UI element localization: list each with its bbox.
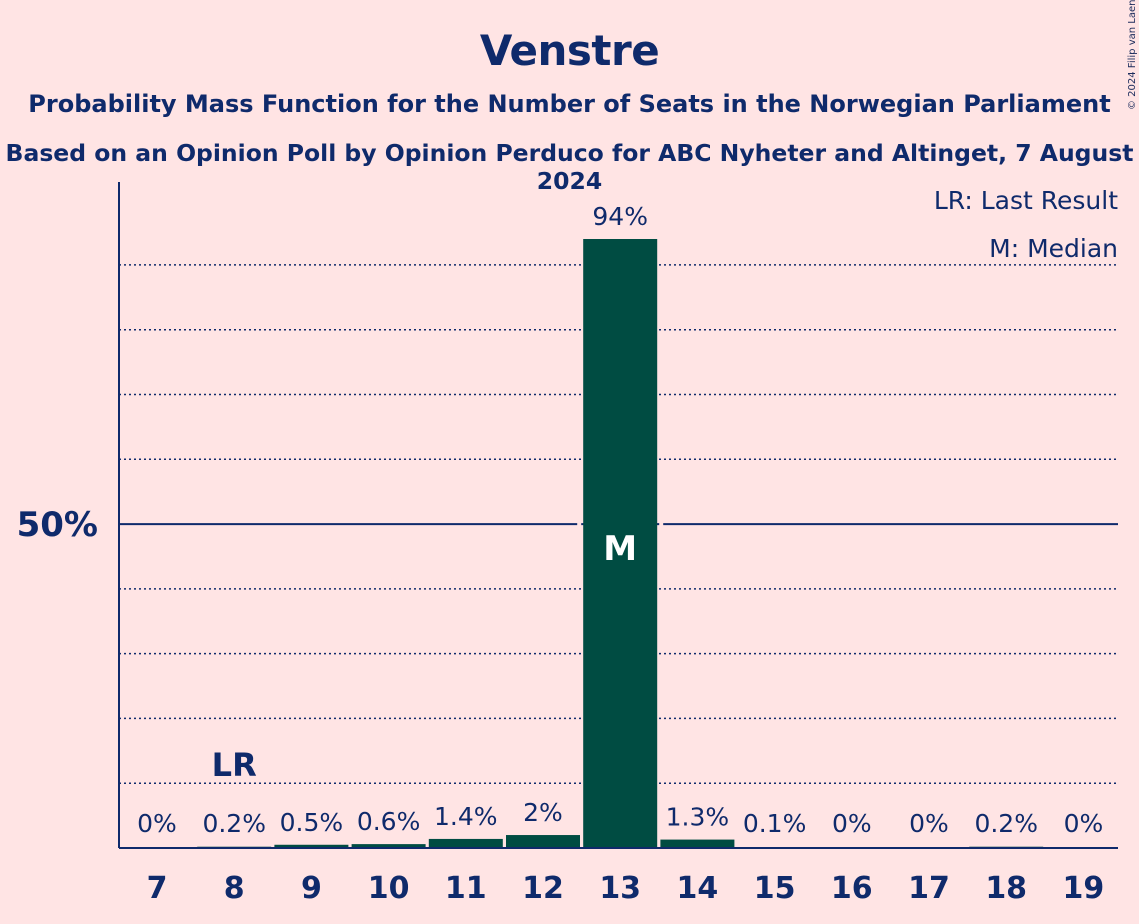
value-label-10: 0.6% [357, 807, 421, 836]
bar-13 [583, 239, 658, 848]
x-tick-17: 17 [908, 871, 950, 906]
chart-title: Venstre [479, 26, 660, 75]
value-label-16: 0% [832, 809, 872, 838]
axes [118, 182, 1118, 849]
legend-last-result: LR: Last Result [934, 186, 1118, 215]
chart-source: Based on an Opinion Poll by Opinion Perd… [5, 139, 1134, 195]
bar-11 [428, 838, 503, 848]
x-tick-9: 9 [301, 871, 322, 906]
x-tick-7: 7 [147, 871, 168, 906]
value-label-14: 1.3% [666, 803, 730, 832]
gridline-gap-left [577, 521, 582, 528]
x-tick-8: 8 [224, 871, 245, 906]
x-tick-14: 14 [677, 871, 719, 906]
x-axis-ticks: 7 8 9 10 11 12 13 14 15 16 17 18 19 [147, 871, 1105, 906]
value-label-8: 0.2% [202, 809, 266, 838]
x-tick-16: 16 [831, 871, 873, 906]
median-marker: M [603, 529, 637, 569]
bar-10 [351, 844, 426, 848]
value-label-12: 2% [523, 798, 563, 827]
x-tick-10: 10 [368, 871, 410, 906]
y-tick-label-50: 50% [17, 505, 98, 545]
bar-14 [660, 839, 735, 848]
x-tick-12: 12 [522, 871, 564, 906]
value-label-19: 0% [1064, 809, 1104, 838]
value-label-15: 0.1% [743, 809, 807, 838]
last-result-marker: LR [212, 746, 257, 784]
value-label-17: 0% [909, 809, 949, 838]
x-tick-11: 11 [445, 871, 487, 906]
value-label-13: 94% [592, 202, 648, 231]
value-label-18: 0.2% [974, 809, 1038, 838]
legend-median: M: Median [989, 234, 1118, 263]
x-tick-19: 19 [1063, 871, 1105, 906]
value-label-11: 1.4% [434, 802, 498, 831]
bar-9 [274, 844, 349, 848]
gridline-gap-right [659, 521, 664, 528]
bar-12 [506, 835, 580, 848]
chart-subtitle: Probability Mass Function for the Number… [28, 90, 1111, 118]
x-tick-18: 18 [985, 871, 1027, 906]
bar-value-labels: 0% 0.2% 0.5% 0.6% 1.4% 2% 94% 1.3% 0.1% 0% 0% 0.2% 0… [137, 202, 1103, 838]
value-label-7: 0% [137, 809, 177, 838]
x-tick-13: 13 [599, 871, 641, 906]
value-label-9: 0.5% [280, 808, 344, 837]
x-tick-15: 15 [754, 871, 796, 906]
